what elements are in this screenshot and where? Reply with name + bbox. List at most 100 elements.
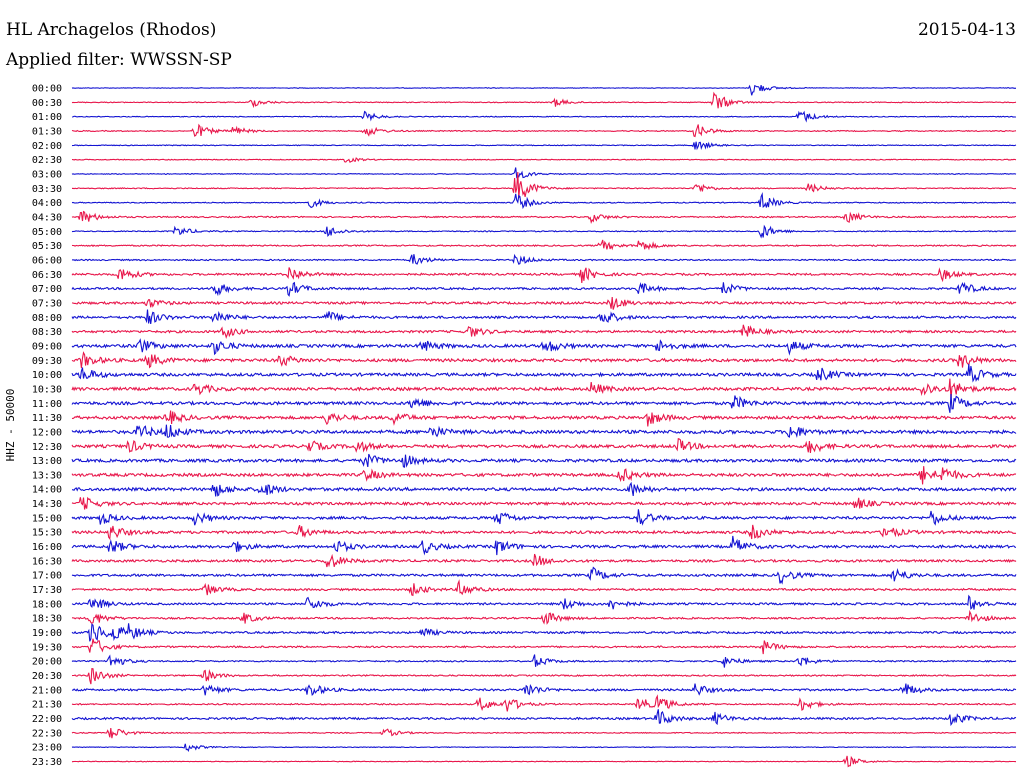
trace-0930: [71, 351, 1017, 369]
station-title: HL Archagelos (Rhodos): [6, 20, 217, 40]
trace-0630: [71, 267, 1017, 284]
row-label-0700: 07:00: [32, 284, 62, 295]
trace-2230: [71, 728, 1017, 739]
trace-2200: [71, 709, 1017, 727]
trace-1900: [71, 623, 1017, 642]
row-label-2300: 23:00: [32, 743, 62, 754]
trace-2330: [71, 755, 1017, 768]
row-label-0730: 07:30: [32, 298, 62, 309]
trace-2030: [71, 668, 1017, 685]
row-label-1130: 11:30: [32, 413, 62, 424]
trace-1330: [71, 466, 1017, 485]
row-label-2230: 22:30: [32, 728, 62, 739]
row-label-1100: 11:00: [32, 399, 62, 410]
row-label-0130: 01:30: [32, 126, 62, 137]
trace-2300: [71, 743, 1016, 752]
row-label-2000: 20:00: [32, 657, 62, 668]
row-label-1930: 19:30: [32, 642, 62, 653]
row-label-0500: 05:00: [32, 227, 62, 238]
row-label-0100: 01:00: [32, 112, 62, 123]
row-label-0830: 08:30: [32, 327, 62, 338]
trace-0000: [71, 84, 1017, 96]
trace-1630: [71, 553, 1017, 568]
trace-0830: [71, 324, 1017, 340]
trace-2000: [71, 654, 1017, 668]
row-label-1200: 12:00: [32, 427, 62, 438]
row-label-1300: 13:00: [32, 456, 62, 467]
row-label-1730: 17:30: [32, 585, 62, 596]
row-label-1600: 16:00: [32, 542, 62, 553]
row-label-0000: 00:00: [32, 84, 62, 95]
row-label-2030: 20:30: [32, 671, 62, 682]
row-label-1430: 14:30: [32, 499, 62, 510]
row-label-2330: 23:30: [32, 757, 62, 768]
row-label-0300: 03:00: [32, 169, 62, 180]
row-label-0430: 04:30: [32, 212, 62, 223]
trace-2130: [71, 694, 1016, 712]
row-label-1000: 10:00: [32, 370, 62, 381]
row-label-0400: 04:00: [32, 198, 62, 209]
trace-1530: [71, 524, 1017, 541]
trace-1230: [71, 437, 1017, 453]
row-label-1900: 19:00: [32, 628, 62, 639]
trace-0900: [71, 338, 1017, 356]
trace-1400: [71, 481, 1017, 497]
row-label-0330: 03:30: [32, 184, 62, 195]
row-label-1400: 14:00: [32, 485, 62, 496]
trace-0330: [71, 171, 1017, 199]
trace-0200: [71, 141, 1017, 151]
trace-0500: [71, 224, 1017, 239]
trace-1800: [71, 594, 1017, 610]
row-label-1700: 17:00: [32, 571, 62, 582]
trace-1100: [71, 393, 1017, 413]
trace-0030: [71, 91, 1017, 109]
trace-0300: [71, 167, 1017, 179]
trace-0530: [71, 239, 1017, 251]
row-label-0900: 09:00: [32, 341, 62, 352]
trace-0600: [71, 253, 1017, 265]
trace-0730: [71, 297, 1017, 310]
trace-1600: [71, 535, 1017, 556]
row-label-2200: 22:00: [32, 714, 62, 725]
trace-0430: [71, 210, 1017, 224]
row-label-0030: 00:30: [32, 98, 62, 109]
trace-0400: [71, 192, 1017, 210]
y-axis-label: HHZ - 50000: [4, 389, 17, 462]
row-label-1030: 10:30: [32, 384, 62, 395]
trace-1700: [71, 566, 1017, 585]
trace-1730: [71, 579, 1017, 597]
row-label-0600: 06:00: [32, 255, 62, 266]
trace-0100: [71, 110, 1016, 123]
filter-label: Applied filter: WWSSN-SP: [6, 50, 232, 70]
row-label-0630: 06:30: [32, 270, 62, 281]
row-label-2130: 21:30: [32, 700, 62, 711]
trace-1000: [71, 363, 1017, 383]
trace-0700: [71, 281, 1017, 297]
row-label-1500: 15:00: [32, 513, 62, 524]
row-label-0230: 02:30: [32, 155, 62, 166]
trace-0130: [71, 123, 1017, 138]
row-label-0200: 02:00: [32, 141, 62, 152]
trace-1500: [71, 509, 1017, 526]
trace-1930: [71, 638, 1016, 655]
trace-1300: [71, 453, 1017, 468]
row-label-1330: 13:30: [32, 470, 62, 481]
trace-1030: [71, 378, 1017, 400]
row-label-1630: 16:30: [32, 556, 62, 567]
trace-0800: [71, 309, 1017, 324]
trace-1430: [71, 496, 1017, 510]
row-label-0800: 08:00: [32, 313, 62, 324]
date-label: 2015-04-13: [917, 20, 1016, 40]
trace-1830: [71, 609, 1017, 625]
row-label-1230: 12:30: [32, 442, 62, 453]
row-label-0530: 05:30: [32, 241, 62, 252]
tick-label-group: 00:00 00:30 01:00 01:30 02:00 02:30 03:00 03:30…: [32, 84, 62, 769]
row-label-2100: 21:00: [32, 685, 62, 696]
row-label-0930: 09:30: [32, 356, 62, 367]
trace-0230: [71, 157, 1017, 164]
trace-2100: [71, 683, 1017, 697]
row-label-1530: 15:30: [32, 528, 62, 539]
row-label-1800: 18:00: [32, 599, 62, 610]
trace-1130: [71, 410, 1017, 427]
